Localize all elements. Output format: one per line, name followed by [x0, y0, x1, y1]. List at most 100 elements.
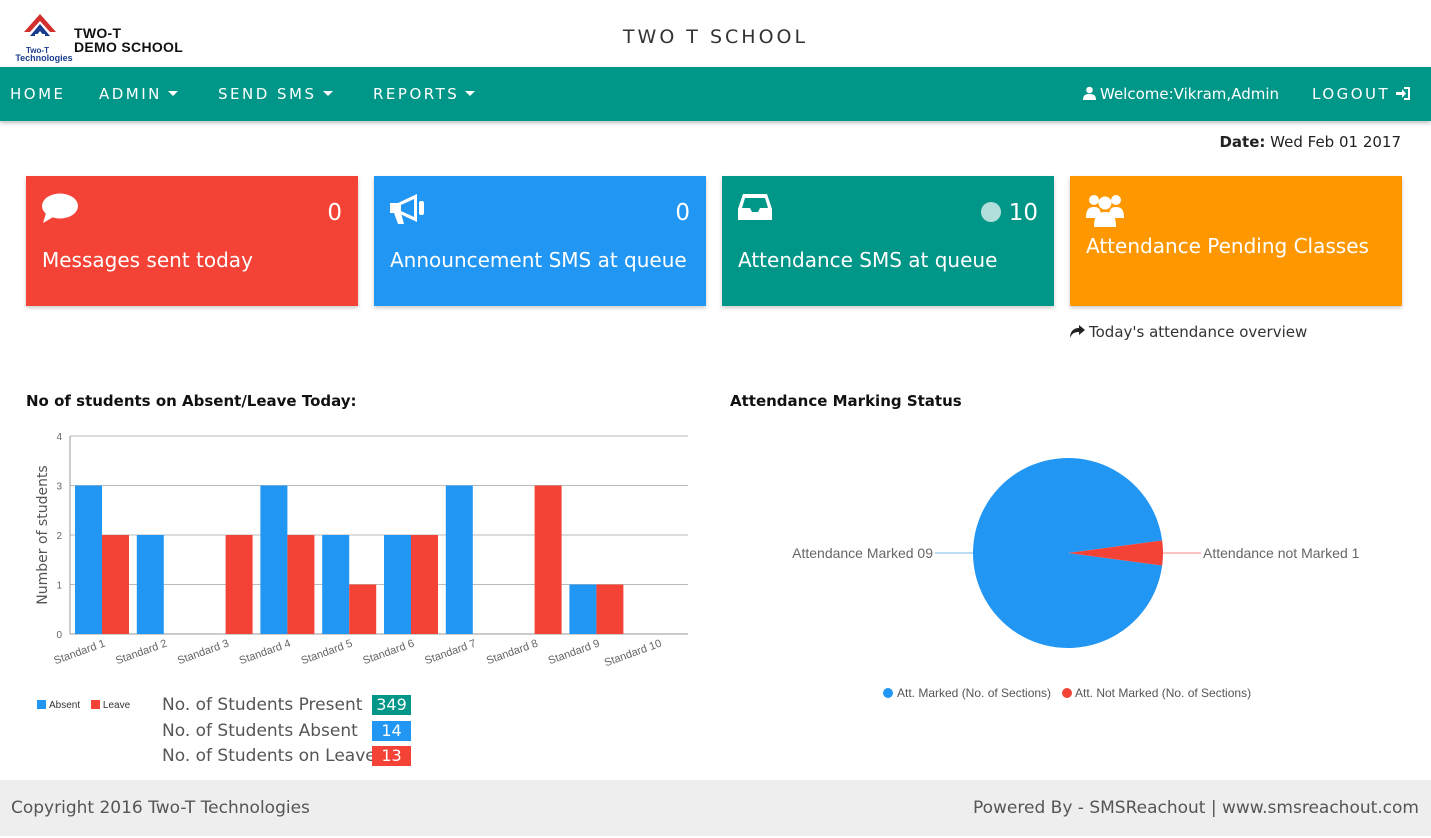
- absent-section-title: No of students on Absent/Leave Today:: [26, 392, 357, 410]
- attendance-pending-label: Attendance Pending Classes: [1086, 234, 1369, 258]
- circle-icon: [980, 201, 1001, 222]
- attendance-overview-link[interactable]: Today's attendance overview: [1070, 323, 1307, 341]
- x-tick-label: Standard 1: [52, 638, 107, 668]
- nav-reports-label: REPORTS: [373, 85, 460, 103]
- logo-sub-line2: Technologies: [15, 53, 73, 63]
- stat-absent: No. of Students Absent 14: [162, 719, 412, 745]
- logo-line2: DEMO SCHOOL: [74, 39, 184, 55]
- bar-absent: [75, 485, 102, 634]
- x-tick-label: Standard 7: [423, 638, 478, 668]
- bar-leave: [225, 535, 253, 634]
- caret-down-icon: [322, 90, 333, 96]
- y-tick-label: 1: [56, 581, 62, 592]
- y-tick-label: 0: [56, 630, 62, 641]
- date-label: Date:: [1219, 133, 1266, 151]
- bar-absent: [260, 485, 288, 634]
- pie-legend-not-marked: Att. Not Marked (No. of Sections): [1075, 686, 1251, 700]
- x-tick-label: Standard 10: [603, 638, 663, 670]
- messages-sent-count: 0: [327, 200, 342, 226]
- bar-leave: [102, 535, 129, 634]
- x-tick-label: Standard 6: [361, 638, 416, 668]
- nav-send-sms-label: SEND SMS: [218, 85, 317, 103]
- nav-reports[interactable]: REPORTS: [373, 67, 476, 121]
- stat-present-badge: 349: [372, 695, 411, 715]
- legend-absent: Absent: [37, 699, 81, 711]
- logo-icon: [24, 14, 56, 44]
- bar-absent: [569, 584, 597, 634]
- pie-slice-not-marked: [1068, 540, 1163, 566]
- bar-leave: [534, 485, 562, 634]
- attendance-overview-text: Today's attendance overview: [1089, 323, 1308, 341]
- nav-admin-label: ADMIN: [99, 85, 162, 103]
- bar-chart-legend: Absent Leave: [37, 699, 138, 711]
- pie-legend-marked: Att. Marked (No. of Sections): [897, 686, 1051, 700]
- x-tick-label: Standard 4: [238, 638, 293, 668]
- x-tick-label: Standard 3: [176, 638, 231, 668]
- card-attendance-pending[interactable]: Attendance Pending Classes: [1070, 176, 1402, 306]
- announcement-queue-label: Announcement SMS at queue: [390, 248, 687, 272]
- footer-copyright: Copyright 2016 Two-T Technologies: [11, 798, 310, 818]
- bullhorn-icon: [390, 194, 424, 224]
- stat-present: No. of Students Present 349: [162, 693, 412, 719]
- user-icon: [1083, 86, 1096, 100]
- pie-label-marked: Attendance Marked 09: [792, 545, 933, 561]
- sign-in-icon: [1396, 86, 1411, 100]
- stat-leave-badge: 13: [372, 746, 411, 766]
- legend-leave-label: Leave: [102, 700, 131, 711]
- legend-leave: Leave: [90, 699, 131, 711]
- nav-home-label: HOME: [10, 85, 66, 103]
- stat-leave: No. of Students on Leave 13: [162, 744, 412, 770]
- x-tick-label: Standard 8: [485, 638, 540, 668]
- page-footer: Copyright 2016 Two-T Technologies Powere…: [0, 780, 1431, 836]
- welcome-user[interactable]: Welcome:Vikram,Admin: [1083, 67, 1279, 121]
- school-logo[interactable]: Two-T Technologies TWO-T DEMO SCHOOL: [12, 12, 212, 64]
- y-tick-label: 3: [56, 482, 62, 493]
- y-tick-label: 4: [56, 432, 62, 443]
- attendance-queue-count: 10: [980, 200, 1038, 226]
- y-tick-label: 2: [56, 531, 62, 542]
- bar-absent: [384, 535, 411, 634]
- nav-admin[interactable]: ADMIN: [99, 67, 178, 121]
- bar-leave: [349, 584, 377, 634]
- current-date: Date: Wed Feb 01 2017: [1219, 133, 1401, 151]
- pie-legend-dot-marked: [883, 688, 893, 698]
- school-title: TWO T SCHOOL: [622, 26, 809, 48]
- legend-absent-label: Absent: [49, 700, 81, 711]
- bar-absent: [322, 535, 350, 634]
- legend-swatch-absent: [37, 699, 46, 709]
- logo-sub-line1: Two-T: [26, 46, 49, 55]
- bar-leave: [287, 535, 315, 634]
- student-stats: No. of Students Present 349 No. of Stude…: [162, 693, 412, 770]
- pie-slice-marked: [973, 458, 1163, 648]
- logout-button[interactable]: LOGOUT: [1312, 67, 1411, 121]
- logo-line1: TWO-T: [74, 25, 122, 41]
- announcement-queue-count: 0: [675, 200, 690, 226]
- bar-absent: [136, 535, 164, 634]
- card-messages-sent[interactable]: 0 Messages sent today: [26, 176, 358, 306]
- nav-home[interactable]: HOME: [10, 67, 66, 121]
- footer-powered-by[interactable]: Powered By - SMSReachout | www.smsreacho…: [972, 798, 1419, 818]
- logo-name: TWO-T DEMO SCHOOL: [74, 26, 183, 54]
- attendance-marking-pie-chart: Attendance Marked 09 Attendance not Marke…: [792, 458, 1360, 700]
- pie-legend-dot-not-marked: [1062, 688, 1072, 698]
- nav-send-sms[interactable]: SEND SMS: [218, 67, 333, 121]
- bar-leave: [596, 584, 624, 634]
- stat-present-label: No. of Students Present: [162, 695, 363, 715]
- main-navbar: HOME ADMIN SEND SMS REPORTS Welcome:Vikr…: [0, 67, 1431, 121]
- x-tick-label: Standard 5: [300, 638, 355, 668]
- attendance-queue-label: Attendance SMS at queue: [738, 248, 998, 272]
- stat-leave-label: No. of Students on Leave: [162, 746, 376, 766]
- messages-sent-label: Messages sent today: [42, 248, 253, 272]
- share-icon: [1070, 324, 1085, 338]
- stat-absent-label: No. of Students Absent: [162, 720, 358, 741]
- comment-icon: [42, 193, 78, 223]
- x-tick-label: Standard 2: [114, 638, 169, 668]
- attendance-queue-count-value: 10: [1008, 200, 1038, 226]
- card-attendance-queue[interactable]: 10 Attendance SMS at queue: [722, 176, 1054, 306]
- legend-swatch-leave: [90, 699, 100, 709]
- logout-label: LOGOUT: [1312, 85, 1391, 103]
- inbox-icon: [738, 194, 772, 220]
- card-announcement-queue[interactable]: 0 Announcement SMS at queue: [374, 176, 706, 306]
- users-icon: [1086, 195, 1124, 227]
